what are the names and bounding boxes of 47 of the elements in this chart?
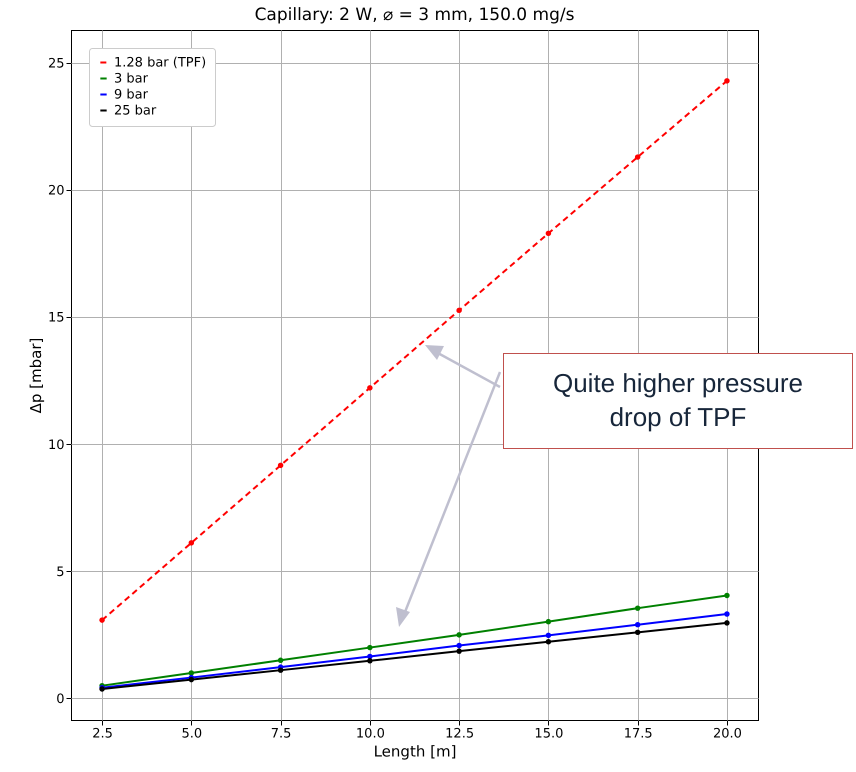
x-tick-label: 2.5 [92, 726, 113, 742]
point [456, 308, 462, 314]
y-tick-label: 20 [48, 184, 64, 199]
x-tick-label: 10.0 [356, 726, 385, 742]
point [456, 648, 462, 654]
x-tick-label: 20.0 [712, 726, 742, 742]
x-tick-label: 5.0 [181, 726, 202, 742]
x-tick-label: 15.0 [534, 726, 564, 742]
legend-label: 1.28 bar (TPF) [114, 56, 206, 70]
y-tick-label: 0 [56, 692, 64, 707]
point [634, 154, 640, 160]
point [634, 630, 640, 636]
point [546, 632, 552, 638]
x-tick-label: 12.5 [445, 726, 474, 742]
point [724, 620, 730, 626]
point [546, 638, 552, 644]
y-tick-label: 15 [48, 310, 64, 326]
point [546, 618, 552, 624]
point [367, 385, 373, 391]
legend-label: 25 bar [114, 104, 157, 118]
y-tick-label: 5 [56, 564, 64, 580]
y-tick-label: 25 [48, 56, 64, 72]
chart-title: Capillary: 2 W, ⌀ = 3 mm, 150.0 mg/s [254, 5, 575, 25]
y-tick-label: 10 [48, 438, 64, 453]
legend-label: 9 bar [114, 88, 149, 102]
point [188, 540, 194, 546]
point [634, 622, 640, 628]
y-axis-title: Δp [mbar] [26, 338, 45, 414]
point [278, 658, 284, 664]
point [456, 642, 462, 648]
x-axis-title: Length [m] [374, 742, 456, 760]
point [456, 632, 462, 638]
point [188, 670, 194, 676]
point [278, 667, 284, 673]
point [367, 658, 373, 664]
point [99, 617, 105, 623]
x-tick-label: 7.5 [270, 726, 292, 742]
point [724, 611, 730, 617]
x-tick-label: 17.5 [624, 726, 653, 742]
legend-label: 3 bar [114, 72, 149, 86]
point [367, 644, 373, 650]
point [724, 78, 730, 84]
point [546, 230, 552, 236]
point [634, 605, 640, 611]
point [724, 592, 730, 598]
callout-box: Quite higher pressure drop of TPF [503, 353, 853, 449]
point [278, 462, 284, 468]
